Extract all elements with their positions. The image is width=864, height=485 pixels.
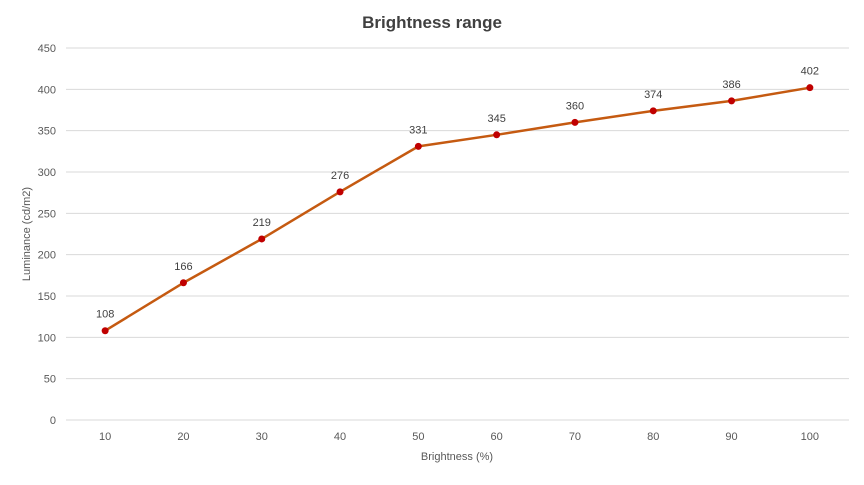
x-tick-label: 90 [725, 431, 737, 443]
y-axis-ticks: 0 50 100 150 200 250 300 350 400 450 [38, 43, 56, 427]
x-tick-label: 100 [801, 431, 819, 443]
y-tick-label: 450 [38, 43, 56, 55]
data-point [336, 188, 344, 196]
y-axis-label: Luminance (cd/m2) [21, 187, 33, 281]
series-group: 108 166 219 276 331 345 360 374 386 402 [96, 66, 819, 335]
y-tick-label: 250 [38, 208, 56, 220]
data-point [101, 327, 109, 335]
x-tick-label: 80 [647, 431, 659, 443]
data-label: 386 [722, 79, 740, 91]
data-point [179, 279, 187, 287]
x-axis-label: Brightness (%) [421, 451, 493, 463]
x-tick-label: 60 [491, 431, 503, 443]
data-label: 360 [566, 100, 584, 112]
x-tick-label: 10 [99, 431, 111, 443]
data-point [728, 97, 736, 105]
data-point [806, 84, 814, 92]
data-label: 219 [253, 217, 271, 229]
data-label: 374 [644, 89, 662, 101]
y-tick-label: 50 [44, 374, 56, 386]
gridlines [66, 47, 849, 421]
data-label: 108 [96, 309, 114, 321]
x-axis-ticks: 10 20 30 40 50 60 70 80 90 100 [99, 431, 819, 443]
data-label: 166 [174, 261, 192, 273]
data-label: 331 [409, 124, 427, 136]
y-tick-label: 100 [38, 332, 56, 344]
y-tick-label: 200 [38, 250, 56, 262]
y-tick-label: 0 [50, 415, 56, 427]
data-point [649, 107, 657, 115]
y-tick-label: 150 [38, 291, 56, 303]
data-label: 402 [801, 66, 819, 78]
x-tick-label: 30 [256, 431, 268, 443]
data-point [571, 118, 579, 126]
data-label: 276 [331, 170, 349, 182]
data-point [493, 131, 501, 139]
chart-title: Brightness range [362, 13, 502, 32]
x-tick-label: 70 [569, 431, 581, 443]
data-label: 345 [487, 113, 505, 125]
x-tick-label: 40 [334, 431, 346, 443]
series-line [104, 86, 811, 332]
data-point [414, 142, 422, 150]
data-point [258, 235, 266, 243]
y-tick-label: 350 [38, 126, 56, 138]
x-tick-label: 20 [177, 431, 189, 443]
y-tick-label: 300 [38, 167, 56, 179]
y-tick-label: 400 [38, 84, 56, 96]
x-tick-label: 50 [412, 431, 424, 443]
